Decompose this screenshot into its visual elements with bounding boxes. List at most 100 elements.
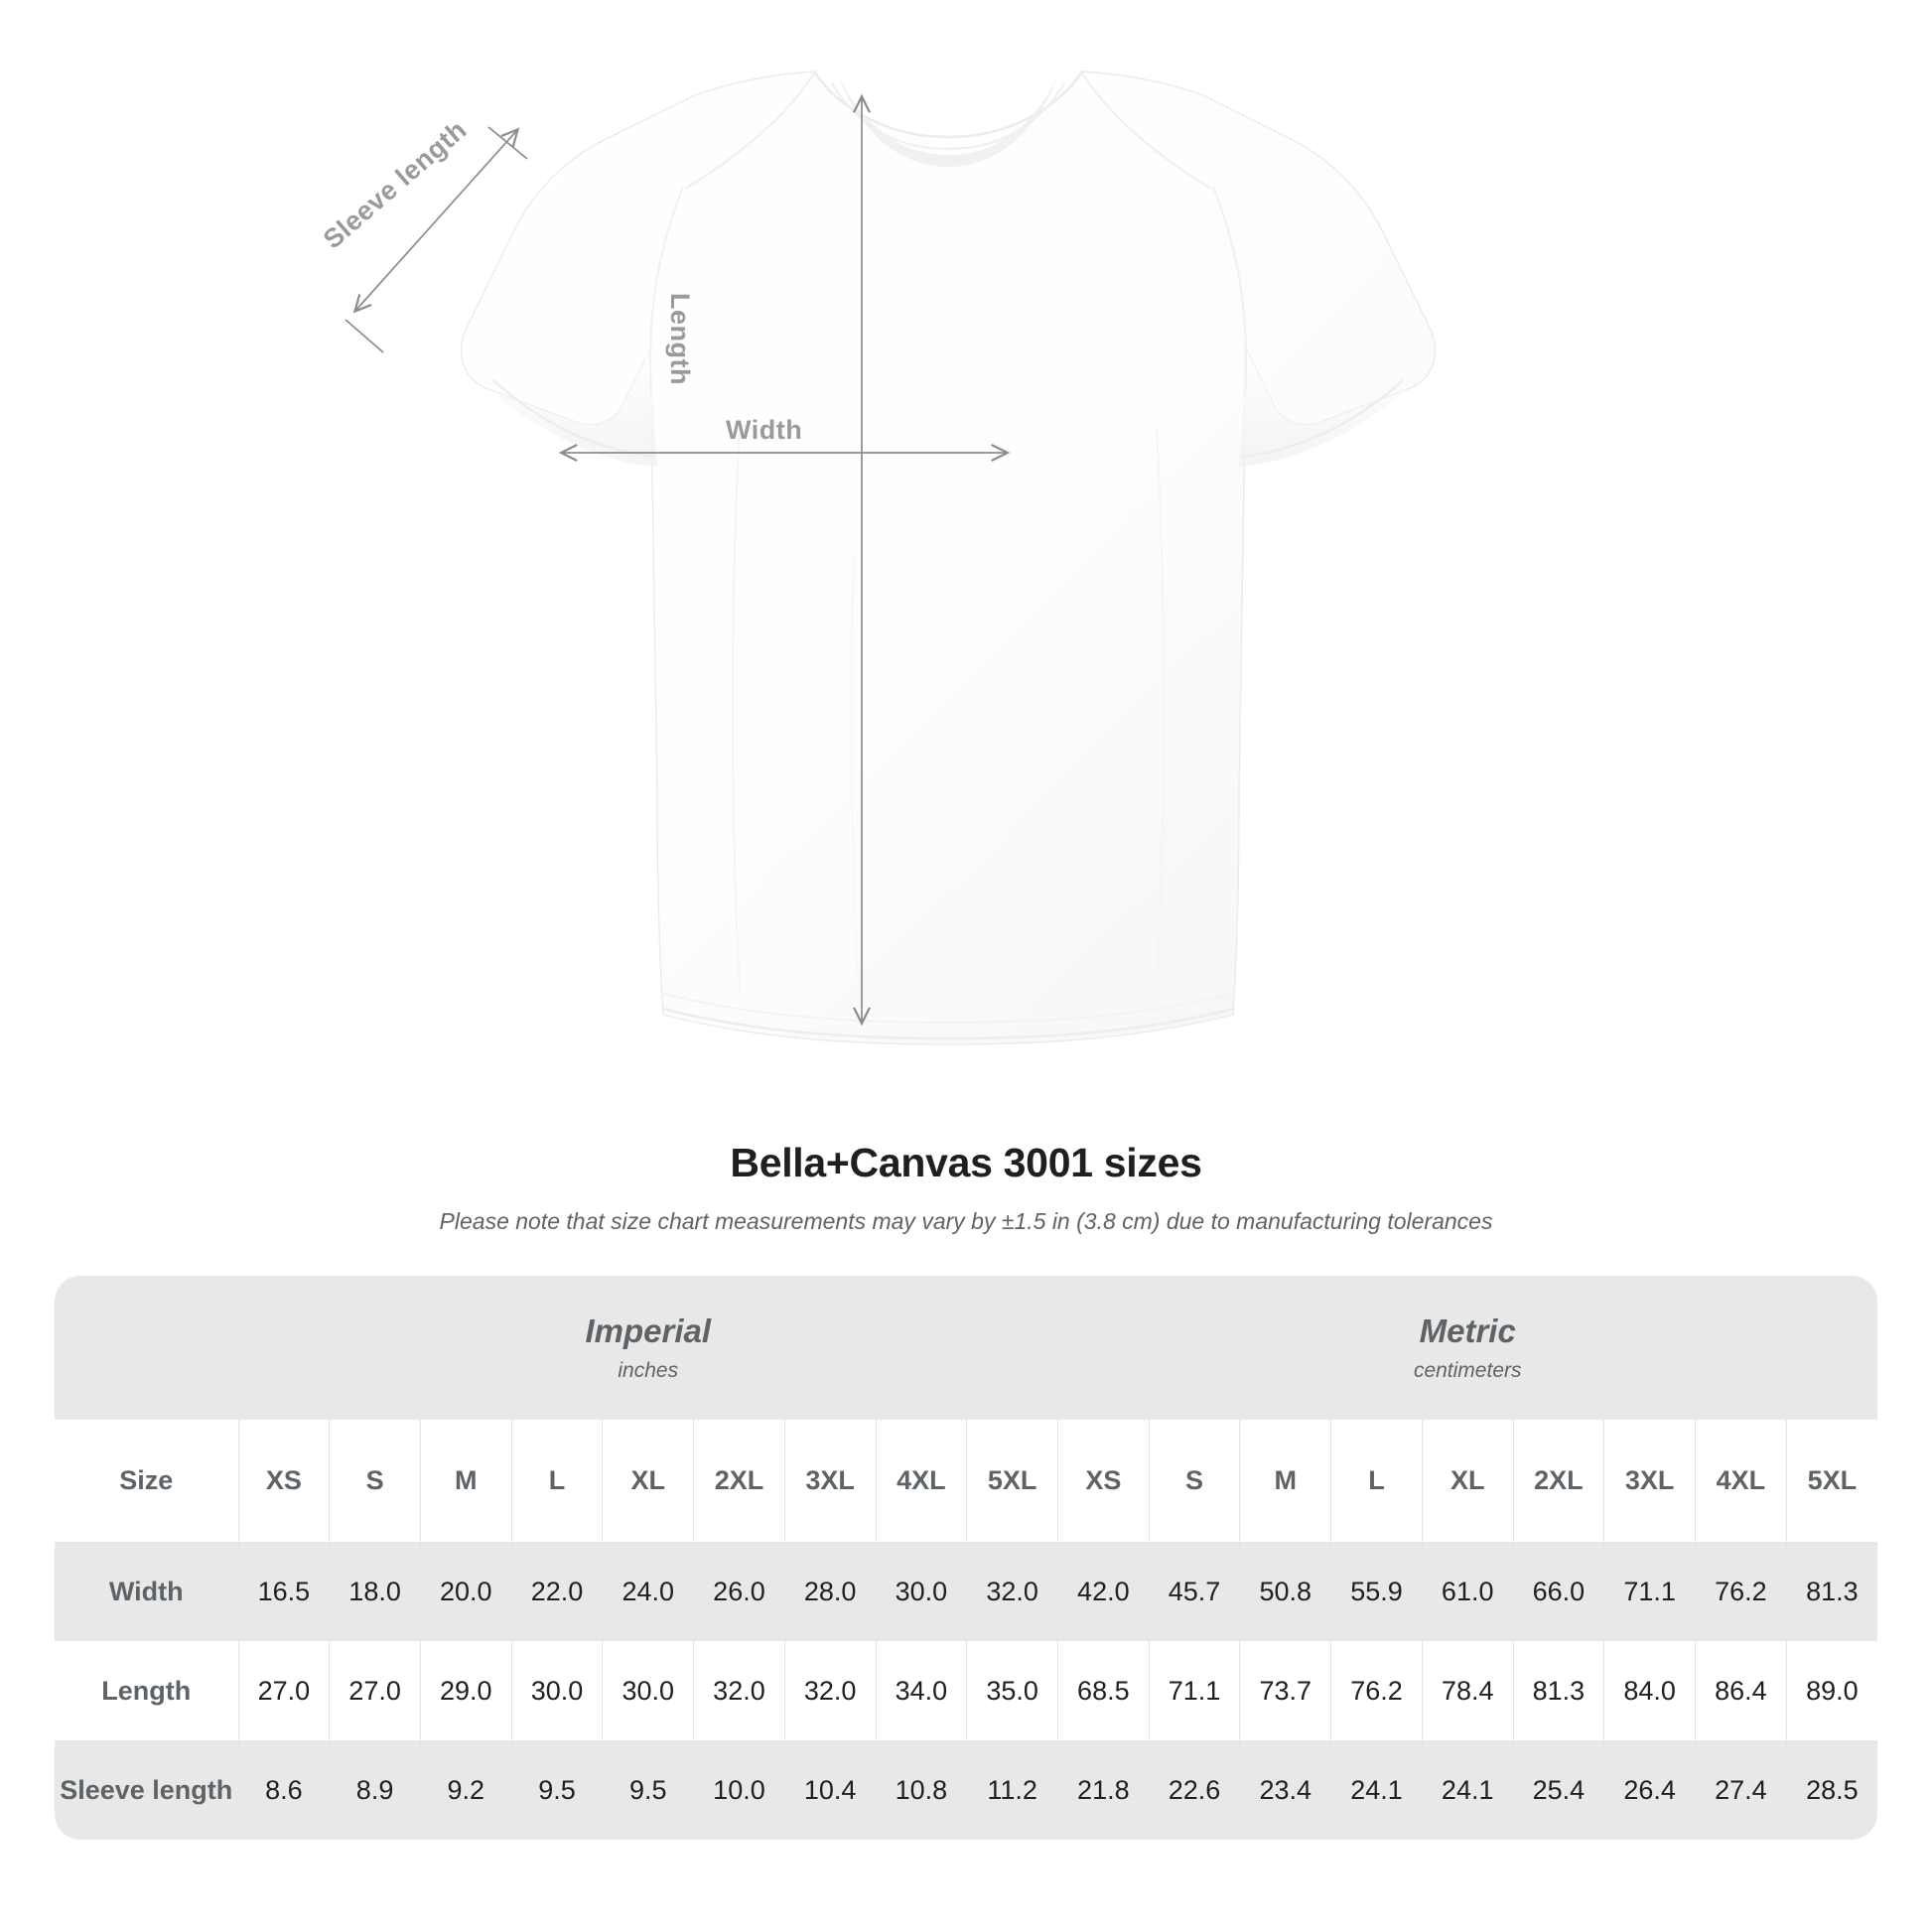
length-dimension-label: Length — [665, 293, 695, 385]
size-label: XS — [265, 1465, 302, 1495]
size-label: XL — [630, 1465, 665, 1495]
cell-value: 86.4 — [1715, 1675, 1767, 1706]
cell-sleeve-imp-6: 10.4 — [783, 1740, 877, 1840]
page-title: Bella+Canvas 3001 sizes — [730, 1140, 1202, 1185]
cell-width-imp-1: 18.0 — [329, 1542, 421, 1641]
cell-length-met-6: 84.0 — [1603, 1641, 1696, 1740]
cell-width-met-3: 55.9 — [1330, 1542, 1423, 1641]
cell-sleeve-met-6: 26.4 — [1603, 1740, 1696, 1840]
cell-length-met-1: 71.1 — [1148, 1641, 1240, 1740]
size-chart-table-container: Imperial inches Metric centimeters Size … — [55, 1276, 1877, 1840]
cell-length-imp-0: 27.0 — [237, 1641, 330, 1740]
cell-value: 22.0 — [530, 1576, 584, 1606]
cell-value: 68.5 — [1077, 1675, 1130, 1706]
size-header-imp-8: 5XL — [966, 1420, 1058, 1542]
cell-value: 10.8 — [895, 1774, 948, 1805]
cell-length-imp-6: 32.0 — [783, 1641, 877, 1740]
cell-value: 9.5 — [628, 1774, 667, 1805]
cell-sleeve-imp-0: 8.6 — [237, 1740, 330, 1840]
size-header-met-1: S — [1148, 1420, 1240, 1542]
cell-value: 23.4 — [1259, 1774, 1312, 1805]
cell-length-imp-7: 34.0 — [875, 1641, 967, 1740]
size-header-met-0: XS — [1056, 1420, 1150, 1542]
sleeve-tick-lower — [345, 319, 384, 353]
cell-length-met-4: 78.4 — [1421, 1641, 1514, 1740]
cell-value: 27.0 — [257, 1675, 311, 1706]
size-header-imp-3: L — [510, 1420, 603, 1542]
cell-value: 76.2 — [1350, 1675, 1403, 1706]
size-chart-table: Imperial inches Metric centimeters Size … — [55, 1276, 1877, 1840]
cell-value: 10.4 — [803, 1774, 857, 1805]
cell-value: 61.0 — [1441, 1576, 1494, 1606]
cell-sleeve-met-2: 23.4 — [1239, 1740, 1331, 1840]
size-header-met-4: XL — [1421, 1420, 1514, 1542]
cell-width-imp-8: 32.0 — [966, 1542, 1058, 1641]
size-header-met-3: L — [1330, 1420, 1423, 1542]
cell-sleeve-met-5: 25.4 — [1512, 1740, 1604, 1840]
cell-value: 89.0 — [1806, 1675, 1859, 1706]
unit-group-imperial-subtitle: inches — [618, 1358, 679, 1382]
tshirt-body-shape — [460, 70, 1437, 1045]
cell-length-imp-1: 27.0 — [329, 1641, 421, 1740]
size-header-row: Size XS S M L XL 2XL 3XL 4XL 5XL XS S M … — [55, 1420, 1877, 1542]
size-label: 4XL — [1716, 1465, 1766, 1495]
cell-value: 55.9 — [1350, 1576, 1403, 1606]
chart-caption: Bella+Canvas 3001 sizes Please note that… — [0, 1140, 1932, 1235]
size-label: M — [1274, 1465, 1298, 1495]
cell-length-met-5: 81.3 — [1512, 1641, 1604, 1740]
size-header-met-2: M — [1239, 1420, 1331, 1542]
cell-width-imp-2: 20.0 — [419, 1542, 512, 1641]
row-label-cell-length: Length — [55, 1641, 238, 1740]
cell-value: 9.5 — [538, 1774, 576, 1805]
cell-value: 30.0 — [621, 1675, 675, 1706]
size-header-imp-7: 4XL — [875, 1420, 967, 1542]
size-header-imp-1: S — [329, 1420, 421, 1542]
cell-value: 81.3 — [1532, 1675, 1586, 1706]
cell-value: 21.8 — [1077, 1774, 1130, 1805]
cell-value: 25.4 — [1532, 1774, 1586, 1805]
cell-width-met-7: 76.2 — [1695, 1542, 1787, 1641]
cell-width-met-1: 45.7 — [1148, 1542, 1240, 1641]
cell-value: 76.2 — [1715, 1576, 1767, 1606]
cell-value: 9.2 — [447, 1774, 485, 1805]
cell-value: 18.0 — [348, 1576, 401, 1606]
size-label: XL — [1449, 1465, 1485, 1495]
cell-value: 81.3 — [1806, 1576, 1859, 1606]
table-row: Length 27.0 27.0 29.0 30.0 30.0 32.0 32.… — [55, 1641, 1877, 1740]
cell-value: 26.4 — [1623, 1774, 1676, 1805]
cell-width-imp-5: 26.0 — [693, 1542, 785, 1641]
cell-width-met-6: 71.1 — [1603, 1542, 1696, 1641]
row-label: Width — [108, 1576, 184, 1606]
unit-row-corner — [55, 1276, 238, 1420]
cell-sleeve-met-7: 27.4 — [1695, 1740, 1787, 1840]
width-dimension-label: Width — [726, 415, 803, 445]
cell-sleeve-imp-5: 10.0 — [693, 1740, 785, 1840]
size-label: L — [548, 1465, 566, 1495]
size-label: 2XL — [714, 1465, 764, 1495]
unit-group-metric-title: Metric — [1419, 1312, 1516, 1350]
cell-sleeve-met-3: 24.1 — [1330, 1740, 1423, 1840]
cell-value: 66.0 — [1532, 1576, 1586, 1606]
cell-width-imp-3: 22.0 — [510, 1542, 603, 1641]
size-header-met-6: 3XL — [1603, 1420, 1696, 1542]
cell-value: 50.8 — [1259, 1576, 1312, 1606]
cell-value: 78.4 — [1441, 1675, 1494, 1706]
cell-length-imp-2: 29.0 — [419, 1641, 512, 1740]
cell-value: 84.0 — [1623, 1675, 1676, 1706]
unit-group-imperial: Imperial inches — [238, 1276, 1058, 1420]
tolerance-note: Please note that size chart measurements… — [439, 1208, 1493, 1234]
cell-value: 22.6 — [1168, 1774, 1221, 1805]
table-row: Sleeve length 8.6 8.9 9.2 9.5 9.5 10.0 1… — [55, 1740, 1877, 1840]
cell-length-met-3: 76.2 — [1330, 1641, 1423, 1740]
cell-width-met-5: 66.0 — [1512, 1542, 1604, 1641]
size-header-met-8: 5XL — [1785, 1420, 1877, 1542]
cell-sleeve-imp-3: 9.5 — [510, 1740, 603, 1840]
size-header-imp-6: 3XL — [783, 1420, 877, 1542]
cell-sleeve-imp-8: 11.2 — [966, 1740, 1058, 1840]
cell-value: 24.1 — [1441, 1774, 1494, 1805]
row-label: Length — [101, 1675, 192, 1706]
size-label: XS — [1085, 1465, 1122, 1495]
cell-value: 27.4 — [1715, 1774, 1767, 1805]
cell-sleeve-met-8: 28.5 — [1785, 1740, 1877, 1840]
cell-value: 73.7 — [1259, 1675, 1312, 1706]
